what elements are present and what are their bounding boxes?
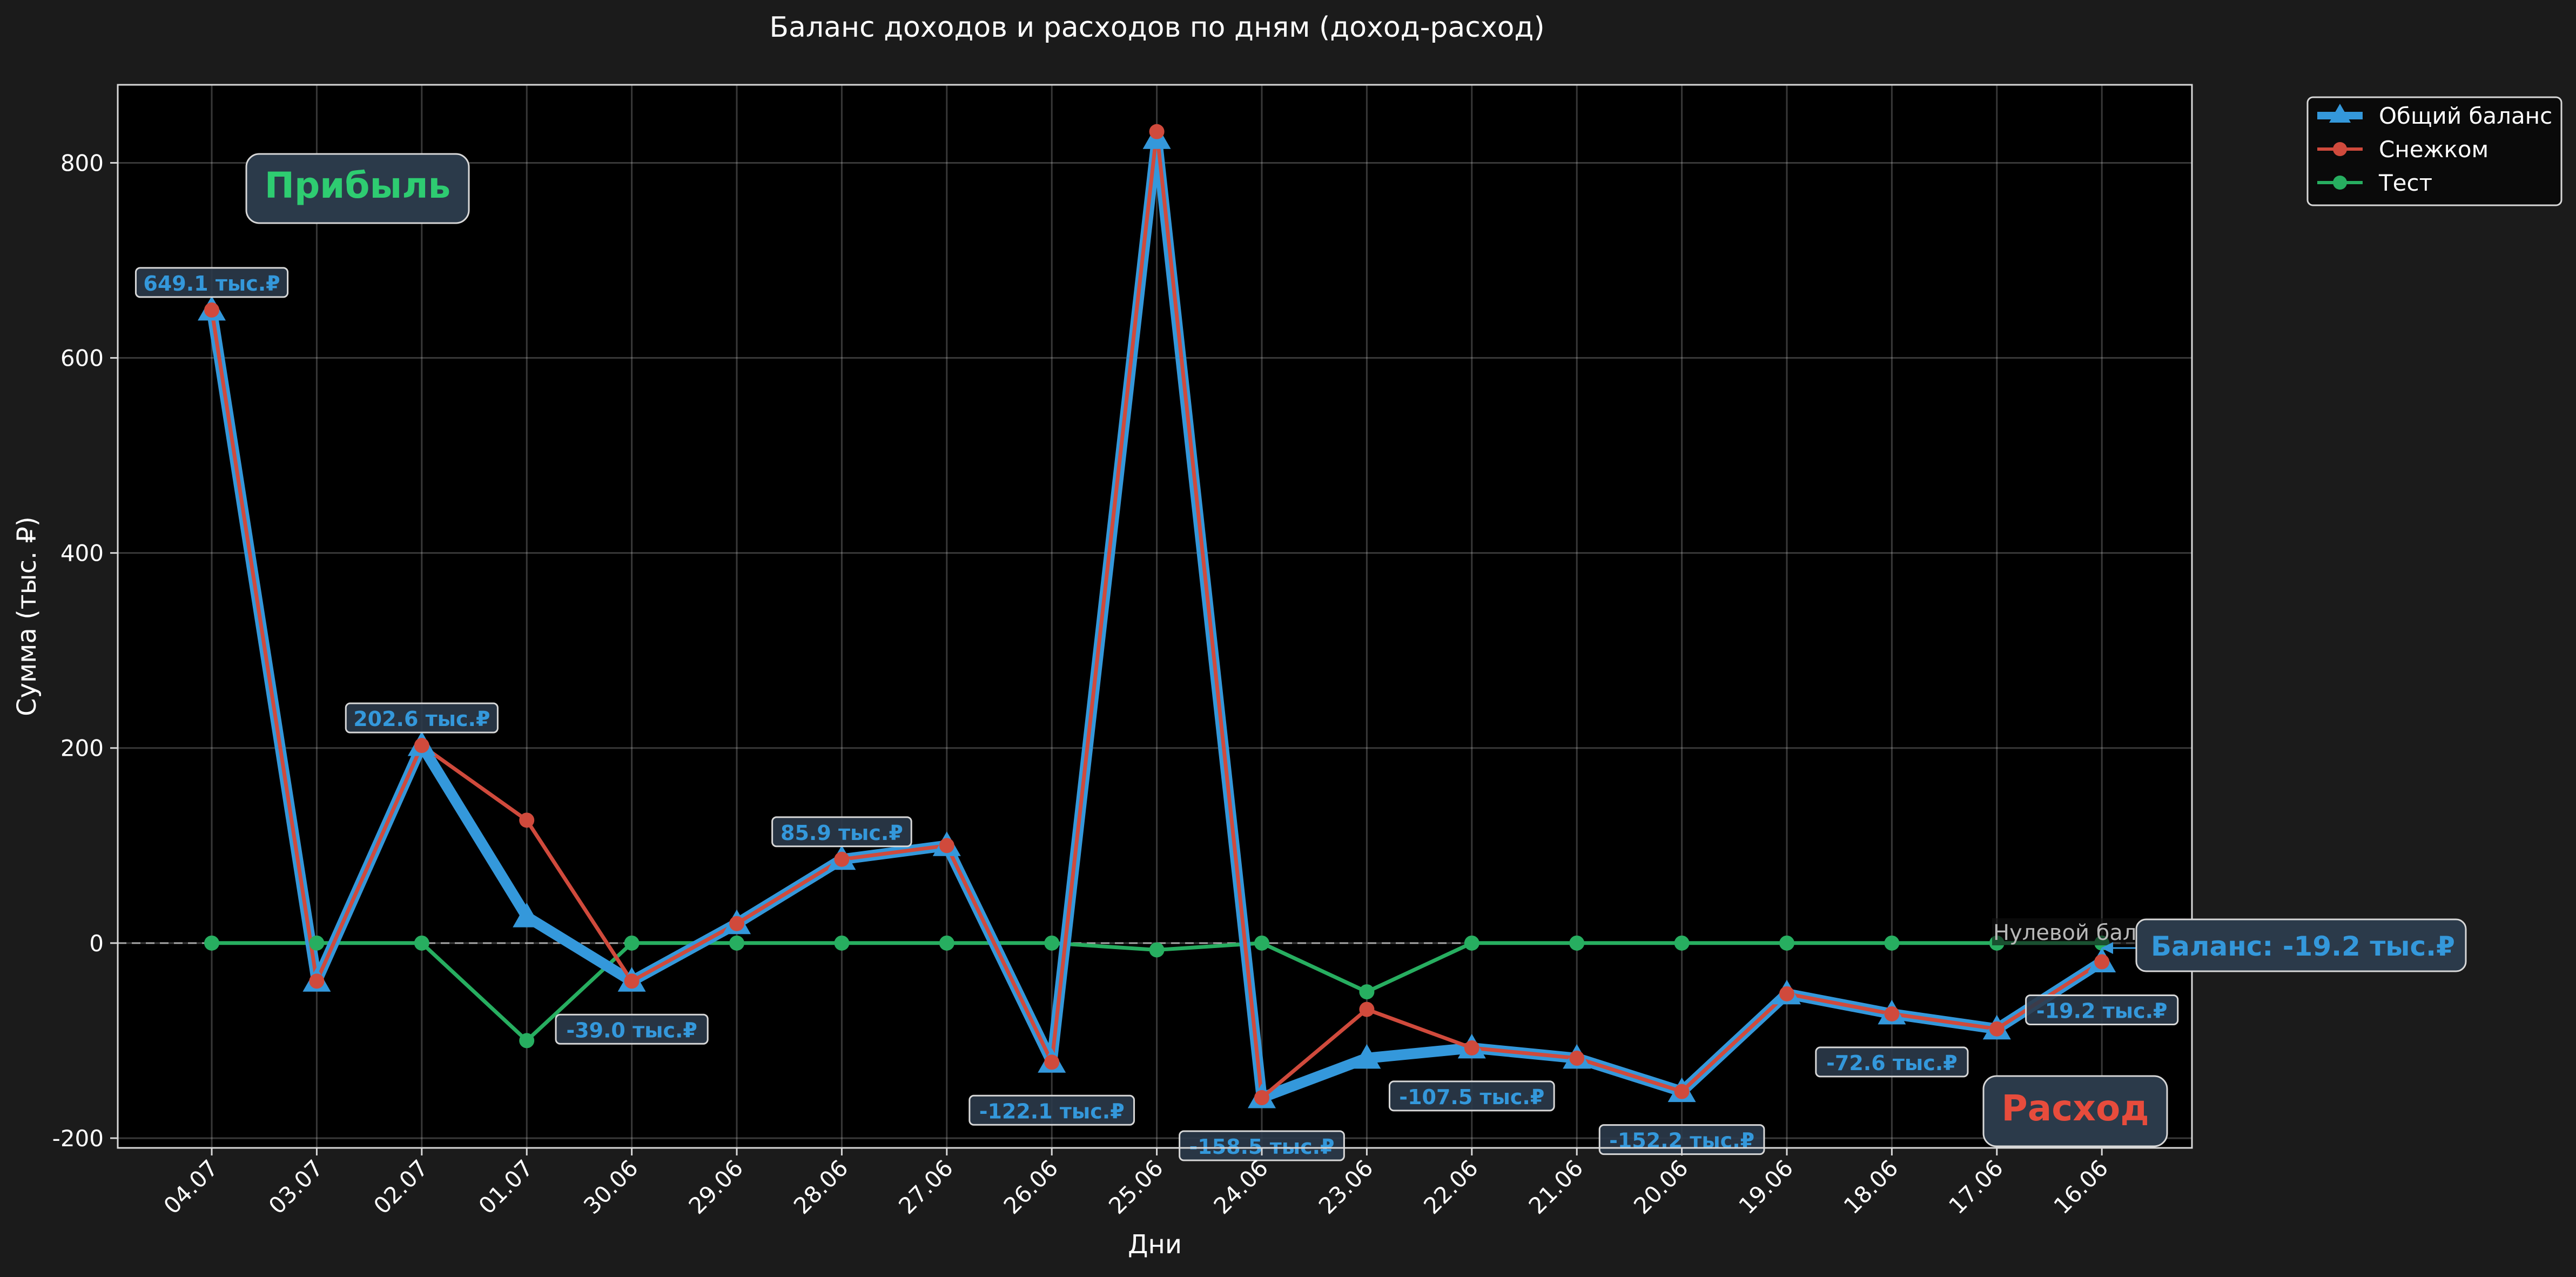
series-point-1 [1779,986,1794,1002]
series-point-1 [1884,1006,1900,1021]
point-label-box [2025,994,2179,1026]
point-label: -107.5 тыс.₽ [1399,1085,1544,1109]
series-point-2 [1254,935,1269,951]
expense-annotation: Расход [1982,1075,2168,1147]
series-point-2 [1149,942,1165,958]
legend-label-snezhkom: Снежком [2379,136,2488,163]
point-label: 85.9 тыс.₽ [781,821,903,845]
series-point-2 [939,935,954,951]
point-label-box [1388,1080,1555,1112]
series-point-1 [729,916,744,931]
series-point-1 [1149,124,1165,139]
series-point-2 [1464,935,1479,951]
series-point-1 [1359,1002,1375,1017]
profit-annotation: Прибыль [245,153,470,224]
point-label-box [555,1013,709,1045]
y-tick-label: 600 [60,345,104,372]
plot-area [118,85,2192,1148]
series-point-2 [204,935,219,951]
series-point-1 [519,812,535,828]
final-balance-box [2135,918,2467,972]
point-label-box [771,816,912,848]
series-point-1 [1569,1050,1585,1066]
legend-marker-balance [2329,104,2351,123]
point-label-box [1179,1130,1345,1161]
series-point-1 [204,302,219,318]
y-tick-label: 800 [60,150,104,176]
series-point-2 [309,935,325,951]
series-point-2 [729,935,744,951]
series-point-2 [1359,984,1375,1000]
point-label-box [134,267,289,298]
y-tick-label: 400 [60,540,104,567]
series-point-2 [834,935,850,951]
profit-annotation-box [245,153,470,224]
series-point-2 [1884,935,1900,951]
chart-title: Баланс доходов и расходов по дням (доход… [769,11,1544,44]
point-label: 649.1 тыс.₽ [143,272,280,295]
point-labels-layer: 649.1 тыс.₽ 202.6 тыс.₽ -39.0 тыс.₽ 85.9 ты… [134,267,2179,1161]
point-label: -122.1 тыс.₽ [979,1099,1125,1123]
final-balance-arrow-head [2101,942,2113,954]
final-balance-text: Баланс: -19.2 тыс.₽ [2151,931,2455,962]
legend-label-test: Тест [2378,170,2432,196]
series-point-1 [624,973,640,989]
series-point-0 [1353,1044,1381,1069]
point-label: -39.0 тыс.₽ [566,1018,697,1042]
y-tick-label: 0 [89,930,104,957]
series-point-1 [834,851,850,867]
legend-label-balance: Общий баланс [2379,103,2552,129]
series-point-1 [1464,1040,1479,1056]
legend-box [2306,96,2562,206]
expense-annotation-text: Расход [2001,1087,2149,1129]
series-point-2 [1569,935,1585,951]
series-point-1 [1674,1084,1690,1099]
series-layer [198,124,2116,1108]
series-point-2 [414,935,429,951]
point-label: 202.6 тыс.₽ [353,707,490,731]
point-label: -72.6 тыс.₽ [1826,1051,1958,1075]
series-point-1 [2094,954,2110,970]
series-point-1 [309,973,325,989]
series-point-1 [1989,1021,2005,1037]
x-axis-label: Дни [1128,1229,1182,1260]
series-point-2 [1779,935,1794,951]
point-label-box [1815,1046,1969,1078]
point-label-box [968,1094,1135,1126]
series-point-2 [519,1033,535,1049]
grid [118,85,2192,1148]
point-label: -19.2 тыс.₽ [2036,999,2168,1023]
plot-frame [117,84,2193,1149]
final-balance-annotation: Баланс: -19.2 тыс.₽ [2101,918,2467,972]
series-point-1 [1254,1090,1269,1106]
profit-annotation-text: Прибыль [265,165,451,206]
series-point-1 [939,838,954,853]
series-point-1 [1044,1054,1060,1070]
series-point-2 [1674,935,1690,951]
y-tick-label: 200 [60,735,104,762]
legend-marker-test [2333,176,2347,190]
series-point-2 [1044,935,1060,951]
series-point-0 [513,903,541,927]
series-point-1 [414,738,429,754]
legend-marker-snezhkom [2333,142,2347,156]
y-tick-label: -200 [52,1125,104,1152]
y-axis-label: Сумма (тыс. ₽) [12,516,42,716]
legend: Общий баланс Снежком Тест [2306,96,2562,206]
point-label-box [345,702,499,734]
expense-annotation-box [1982,1075,2168,1147]
series-point-2 [624,935,640,951]
